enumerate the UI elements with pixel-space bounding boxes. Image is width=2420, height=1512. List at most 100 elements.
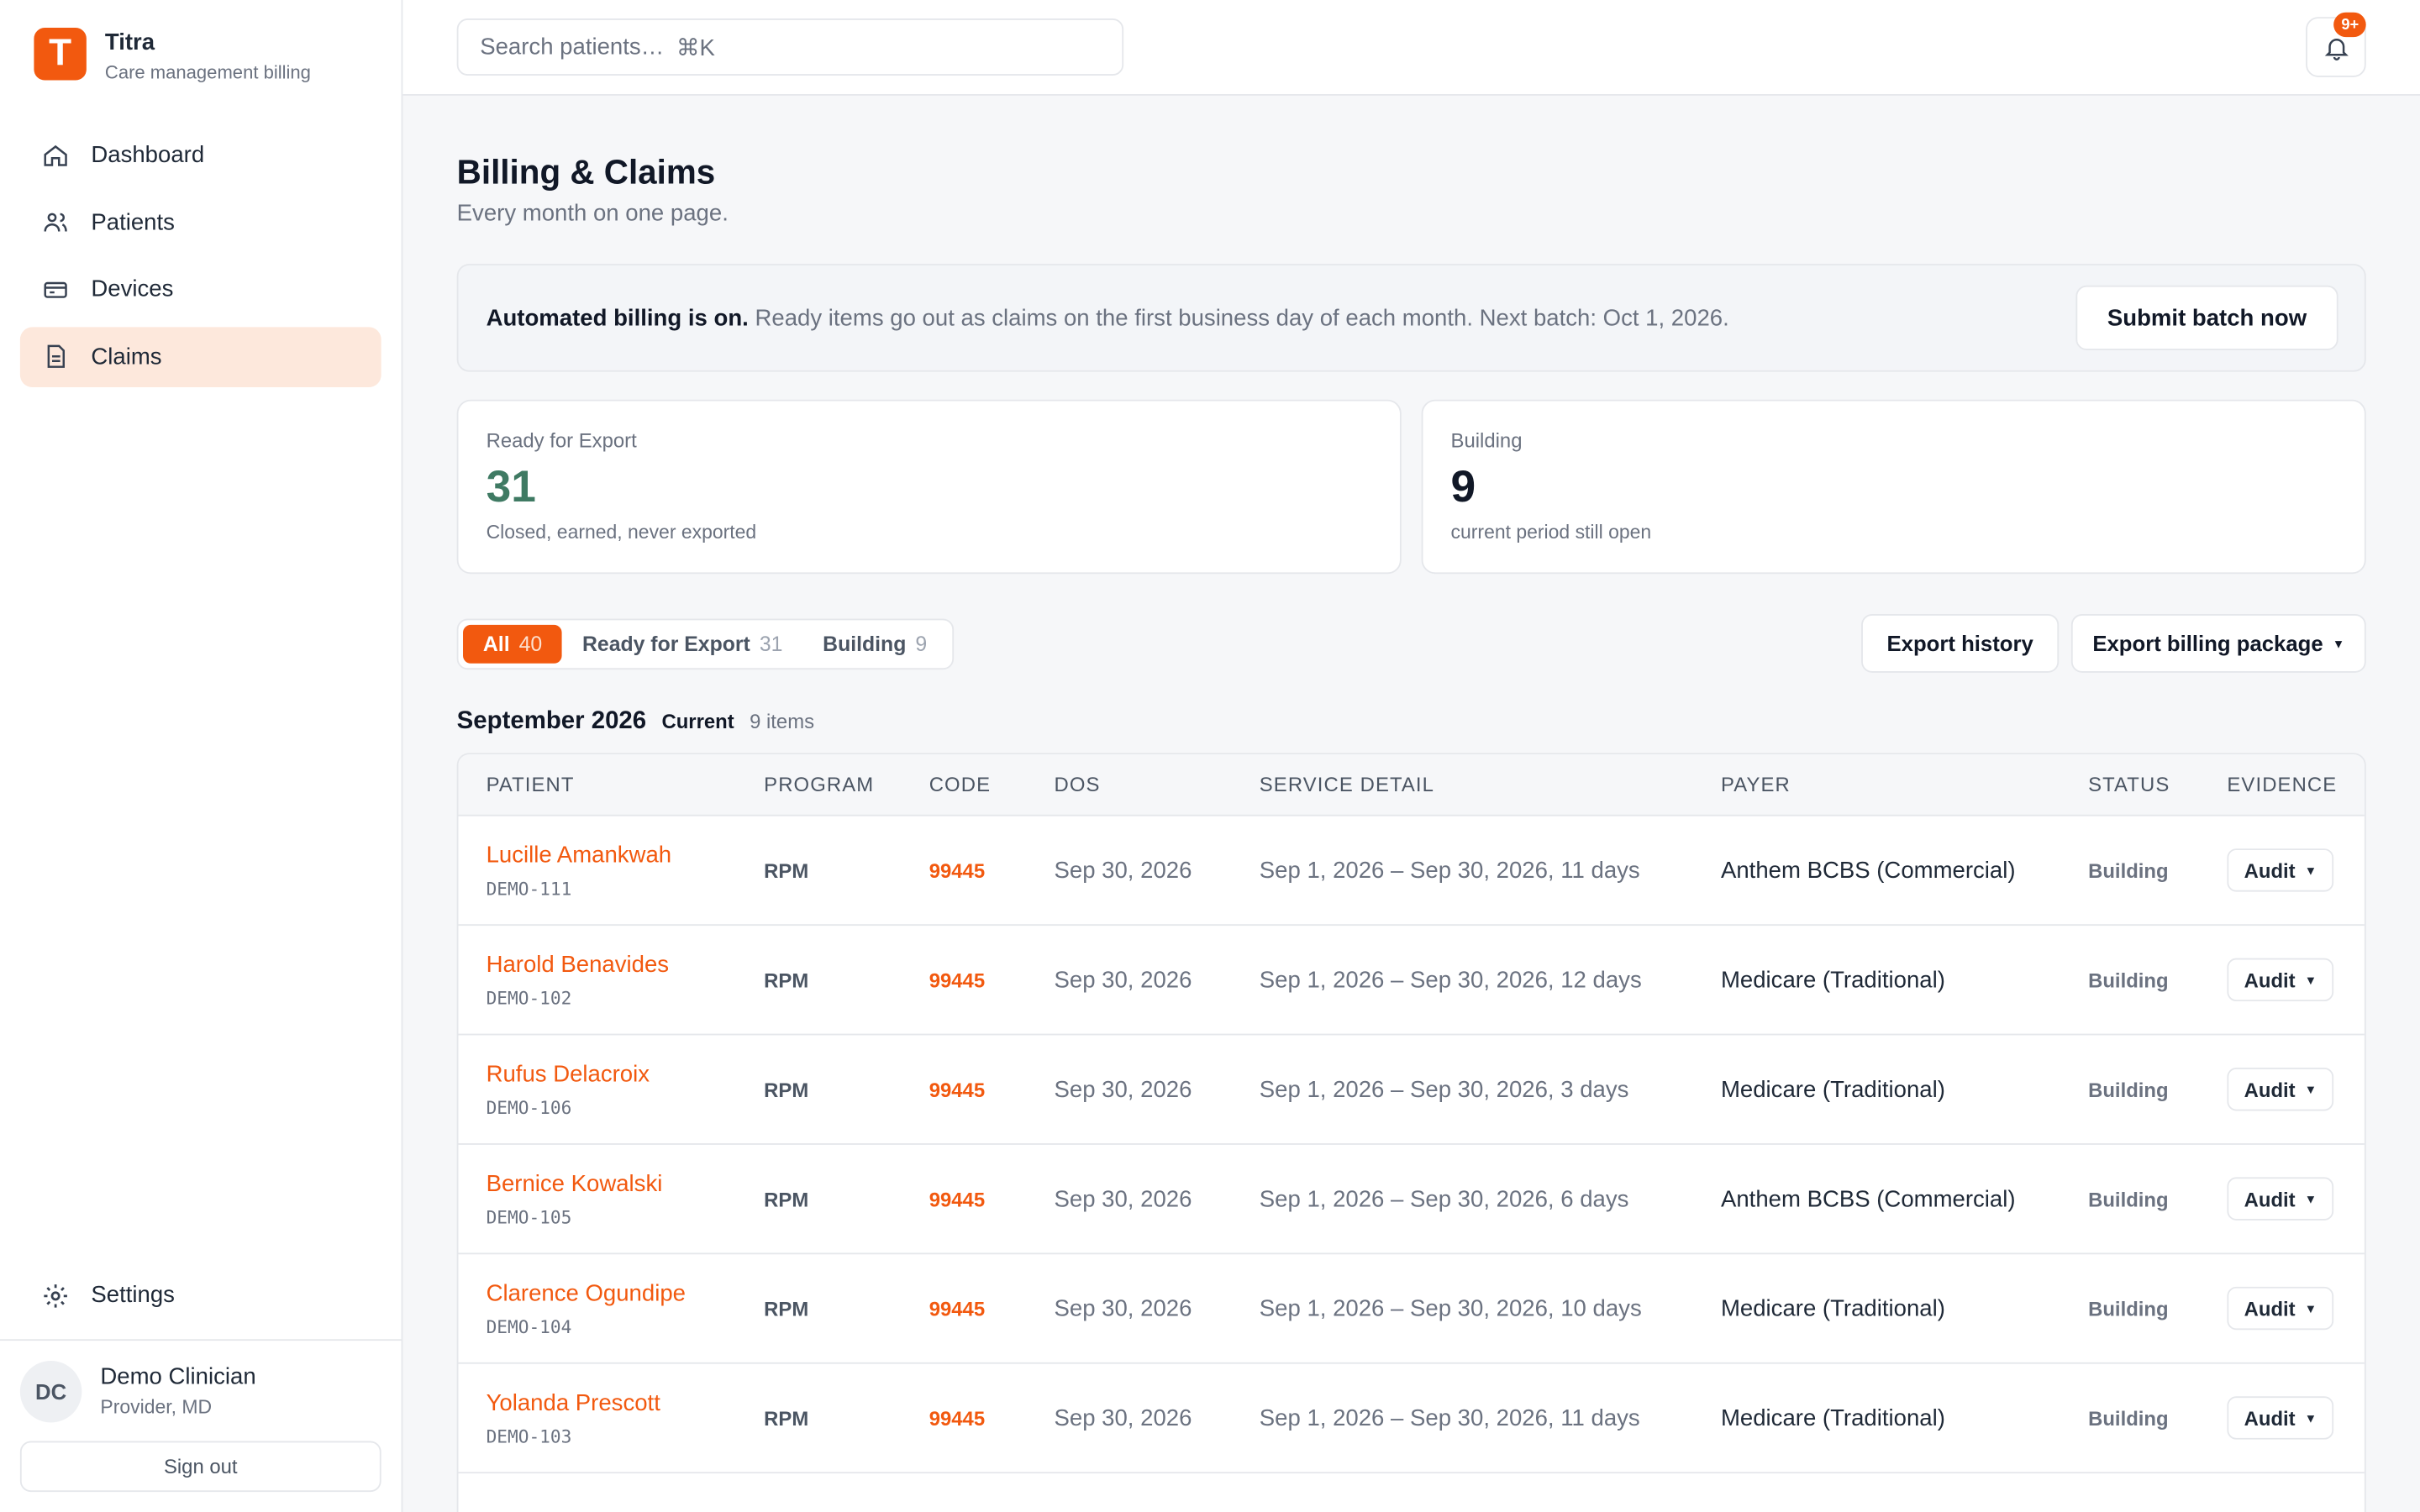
column-header: SERVICE DETAIL xyxy=(1259,773,1435,796)
evidence-cell: Audit ▼ xyxy=(2227,958,2364,1002)
code-cell: 99445 xyxy=(929,858,1055,882)
status-cell: Building xyxy=(2088,1297,2227,1320)
dos: Sep 30, 2026 xyxy=(1054,1404,1192,1431)
tab-label: Building xyxy=(823,633,907,656)
program: RPM xyxy=(764,1187,809,1210)
nav-item[interactable]: Claims xyxy=(19,326,381,387)
tab-label: Ready for Export xyxy=(581,633,750,656)
dos-cell: Sep 30, 2026 xyxy=(1054,1295,1259,1321)
filter-tab[interactable]: Ready for Export 31 xyxy=(562,625,802,664)
audit-button[interactable]: Audit ▼ xyxy=(2227,1177,2334,1221)
nav-item[interactable]: Devices xyxy=(20,260,381,320)
evidence-cell: Audit ▼ xyxy=(2227,1396,2364,1440)
audit-label: Audit xyxy=(2244,1077,2296,1101)
group-header: September 2026 Current 9 items xyxy=(457,708,814,736)
code-cell: 99445 xyxy=(929,1187,1055,1210)
program: RPM xyxy=(764,1296,809,1320)
service-detail-cell: Sep 1, 2026 – Sep 30, 2026, 11 days xyxy=(1260,1404,1721,1431)
brand-tagline: Care management billing xyxy=(104,61,311,84)
settings-link[interactable]: Settings xyxy=(20,1265,381,1326)
filter-tab[interactable]: Building 9 xyxy=(802,625,947,664)
nav-item[interactable]: Patients xyxy=(20,192,381,253)
patient-name[interactable]: Yolanda Prescott xyxy=(486,1389,660,1416)
status-cell: Building xyxy=(2088,858,2227,882)
search-input[interactable]: Search patients… ⌘K xyxy=(456,18,1124,76)
status: Building xyxy=(2088,968,2169,992)
program: RPM xyxy=(764,1077,809,1101)
payer: Medicare (Traditional) xyxy=(1720,1404,1945,1431)
stat-value: 31 xyxy=(486,463,536,512)
topbar: Search patients… ⌘K 9+ xyxy=(402,0,2420,96)
code: 99445 xyxy=(929,1077,986,1101)
patient-id: DEMO-103 xyxy=(486,1425,572,1446)
patient-name[interactable]: Rufus Delacroix xyxy=(486,1060,650,1087)
export-package-label: Export billing package xyxy=(2092,631,2323,656)
stat-card: Building 9 current period still open xyxy=(1421,399,2366,575)
patient-id: DEMO-104 xyxy=(486,1315,572,1337)
program-cell: RPM xyxy=(764,1406,929,1430)
audit-label: Audit xyxy=(2244,1296,2296,1320)
program: RPM xyxy=(764,1406,809,1430)
caret: ▼ xyxy=(2304,973,2317,987)
export-history-button[interactable]: Export history xyxy=(1861,614,2060,673)
group-title: September 2026 xyxy=(456,708,647,735)
audit-button[interactable]: Audit ▼ xyxy=(2227,1068,2334,1111)
code-cell: 99445 xyxy=(929,969,1055,992)
status-cell: Building xyxy=(2088,969,2227,992)
code: 99445 xyxy=(929,1187,986,1210)
column-header: PROGRAM xyxy=(764,773,875,796)
dos-cell: Sep 30, 2026 xyxy=(1054,1186,1259,1212)
audit-button[interactable]: Audit ▼ xyxy=(2227,958,2334,1002)
tab-count: 9 xyxy=(915,633,928,656)
export-package-button[interactable]: Export billing package ▼ xyxy=(2070,614,2366,673)
sign-out-button[interactable]: Sign out xyxy=(19,1441,381,1493)
evidence-cell: Audit ▼ xyxy=(2227,1068,2364,1111)
payer-cell: Medicare (Traditional) xyxy=(1721,967,2088,993)
audit-button[interactable]: Audit ▼ xyxy=(2227,1286,2334,1331)
payer: Medicare (Traditional) xyxy=(1720,1076,1945,1103)
service-detail-cell: Sep 1, 2026 – Sep 30, 2026, 3 days xyxy=(1260,1076,1721,1102)
page-title: Billing & Claims xyxy=(456,152,716,192)
patient-name[interactable]: Bernice Kowalski xyxy=(486,1170,663,1197)
user-role: Provider, MD xyxy=(100,1396,213,1418)
patient-name[interactable]: Harold Benavides xyxy=(486,951,670,978)
patient-cell: Lucille Amankwah DEMO-111 xyxy=(487,842,765,899)
stat-label: Building xyxy=(1450,428,1523,453)
stat-label: Ready for Export xyxy=(486,428,637,453)
column-header: PAYER xyxy=(1720,773,1791,796)
audit-button[interactable]: Audit ▼ xyxy=(2227,848,2334,892)
audit-label: Audit xyxy=(2244,1187,2296,1210)
payer-cell: Anthem BCBS (Commercial) xyxy=(1721,1186,2088,1212)
patient-name[interactable]: Lucille Amankwah xyxy=(486,841,672,869)
filter-tabs: All 40 Ready for Export 31 Building 9 xyxy=(456,618,954,670)
status: Building xyxy=(2088,858,2169,882)
audit-label: Audit xyxy=(2244,858,2296,882)
submit-batch-button[interactable]: Submit batch now xyxy=(2075,285,2338,350)
column-header: PATIENT xyxy=(486,773,575,796)
nav-label: Claims xyxy=(91,343,162,370)
program-cell: RPM xyxy=(764,1297,929,1320)
patient-cell: Bernice Kowalski DEMO-105 xyxy=(487,1170,765,1227)
code: 99445 xyxy=(929,1406,986,1430)
avatar: DC xyxy=(19,1361,82,1423)
evidence-cell: Audit ▼ xyxy=(2227,1286,2364,1331)
nav-item[interactable]: Dashboard xyxy=(20,125,381,186)
code: 99445 xyxy=(929,858,986,882)
nav-label: Devices xyxy=(91,276,174,303)
service-detail: Sep 1, 2026 – Sep 30, 2026, 11 days xyxy=(1259,1404,1640,1431)
audit-button[interactable]: Audit ▼ xyxy=(2227,1396,2334,1440)
program-cell: RPM xyxy=(764,1078,929,1101)
sidebar: T Titra Care management billing Dashboar… xyxy=(0,0,403,1512)
filter-tab[interactable]: All 40 xyxy=(463,624,563,664)
program: RPM xyxy=(764,858,809,882)
code-cell: 99445 xyxy=(929,1406,1055,1430)
banner-bold: Automated billing is on. xyxy=(486,305,749,332)
banner-text: Ready items go out as claims on the firs… xyxy=(755,305,1729,332)
audit-label: Audit xyxy=(2244,968,2296,992)
search-placeholder: Search patients… xyxy=(480,34,665,60)
patient-name[interactable]: Clarence Ogundipe xyxy=(486,1279,686,1306)
payer: Anthem BCBS (Commercial) xyxy=(1720,1185,2016,1212)
service-detail: Sep 1, 2026 – Sep 30, 2026, 6 days xyxy=(1259,1185,1629,1212)
table-row: Yolanda Prescott DEMO-103 RPM 99445 Sep 30, … xyxy=(458,1364,2365,1474)
nav-label: Patients xyxy=(91,208,175,236)
